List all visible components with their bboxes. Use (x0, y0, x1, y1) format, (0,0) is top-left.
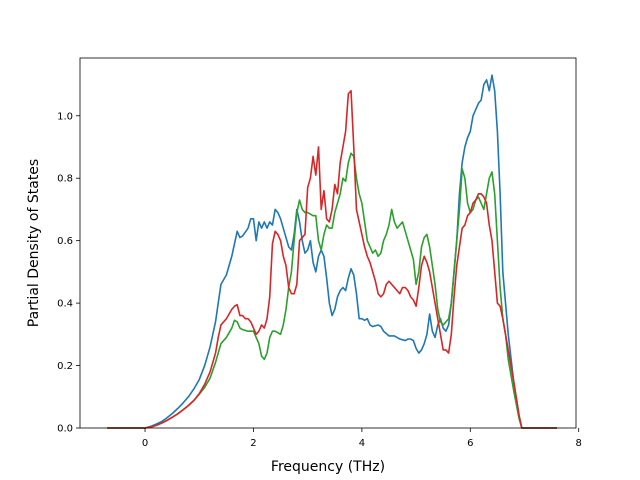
y-tick-label: 0.6 (57, 236, 73, 247)
y-tick-label: 0.0 (57, 424, 73, 435)
series-line-2 (107, 152, 558, 429)
series-line-3 (107, 89, 558, 429)
series-line-1 (107, 74, 558, 429)
x-tick-label: 0 (142, 438, 148, 449)
x-axis-label: Frequency (THz) (271, 459, 385, 475)
plot-area-background (80, 58, 576, 428)
plot-frame (79, 57, 577, 429)
y-ticks: 0.0 0.2 0.4 0.6 0.8 1.0 (57, 111, 80, 435)
x-tick-label: 4 (359, 438, 365, 449)
y-axis-label: Partial Density of States (26, 159, 42, 327)
series-layer (107, 74, 558, 429)
y-tick-label: 0.8 (57, 174, 73, 185)
x-ticks: 0 2 4 6 8 (142, 428, 582, 449)
y-tick-label: 1.0 (57, 111, 73, 122)
y-tick-label: 0.4 (57, 299, 73, 310)
y-tick-label: 0.2 (57, 361, 73, 372)
x-tick-label: 6 (467, 438, 473, 449)
x-tick-label: 8 (576, 438, 582, 449)
x-tick-label: 2 (250, 438, 256, 449)
